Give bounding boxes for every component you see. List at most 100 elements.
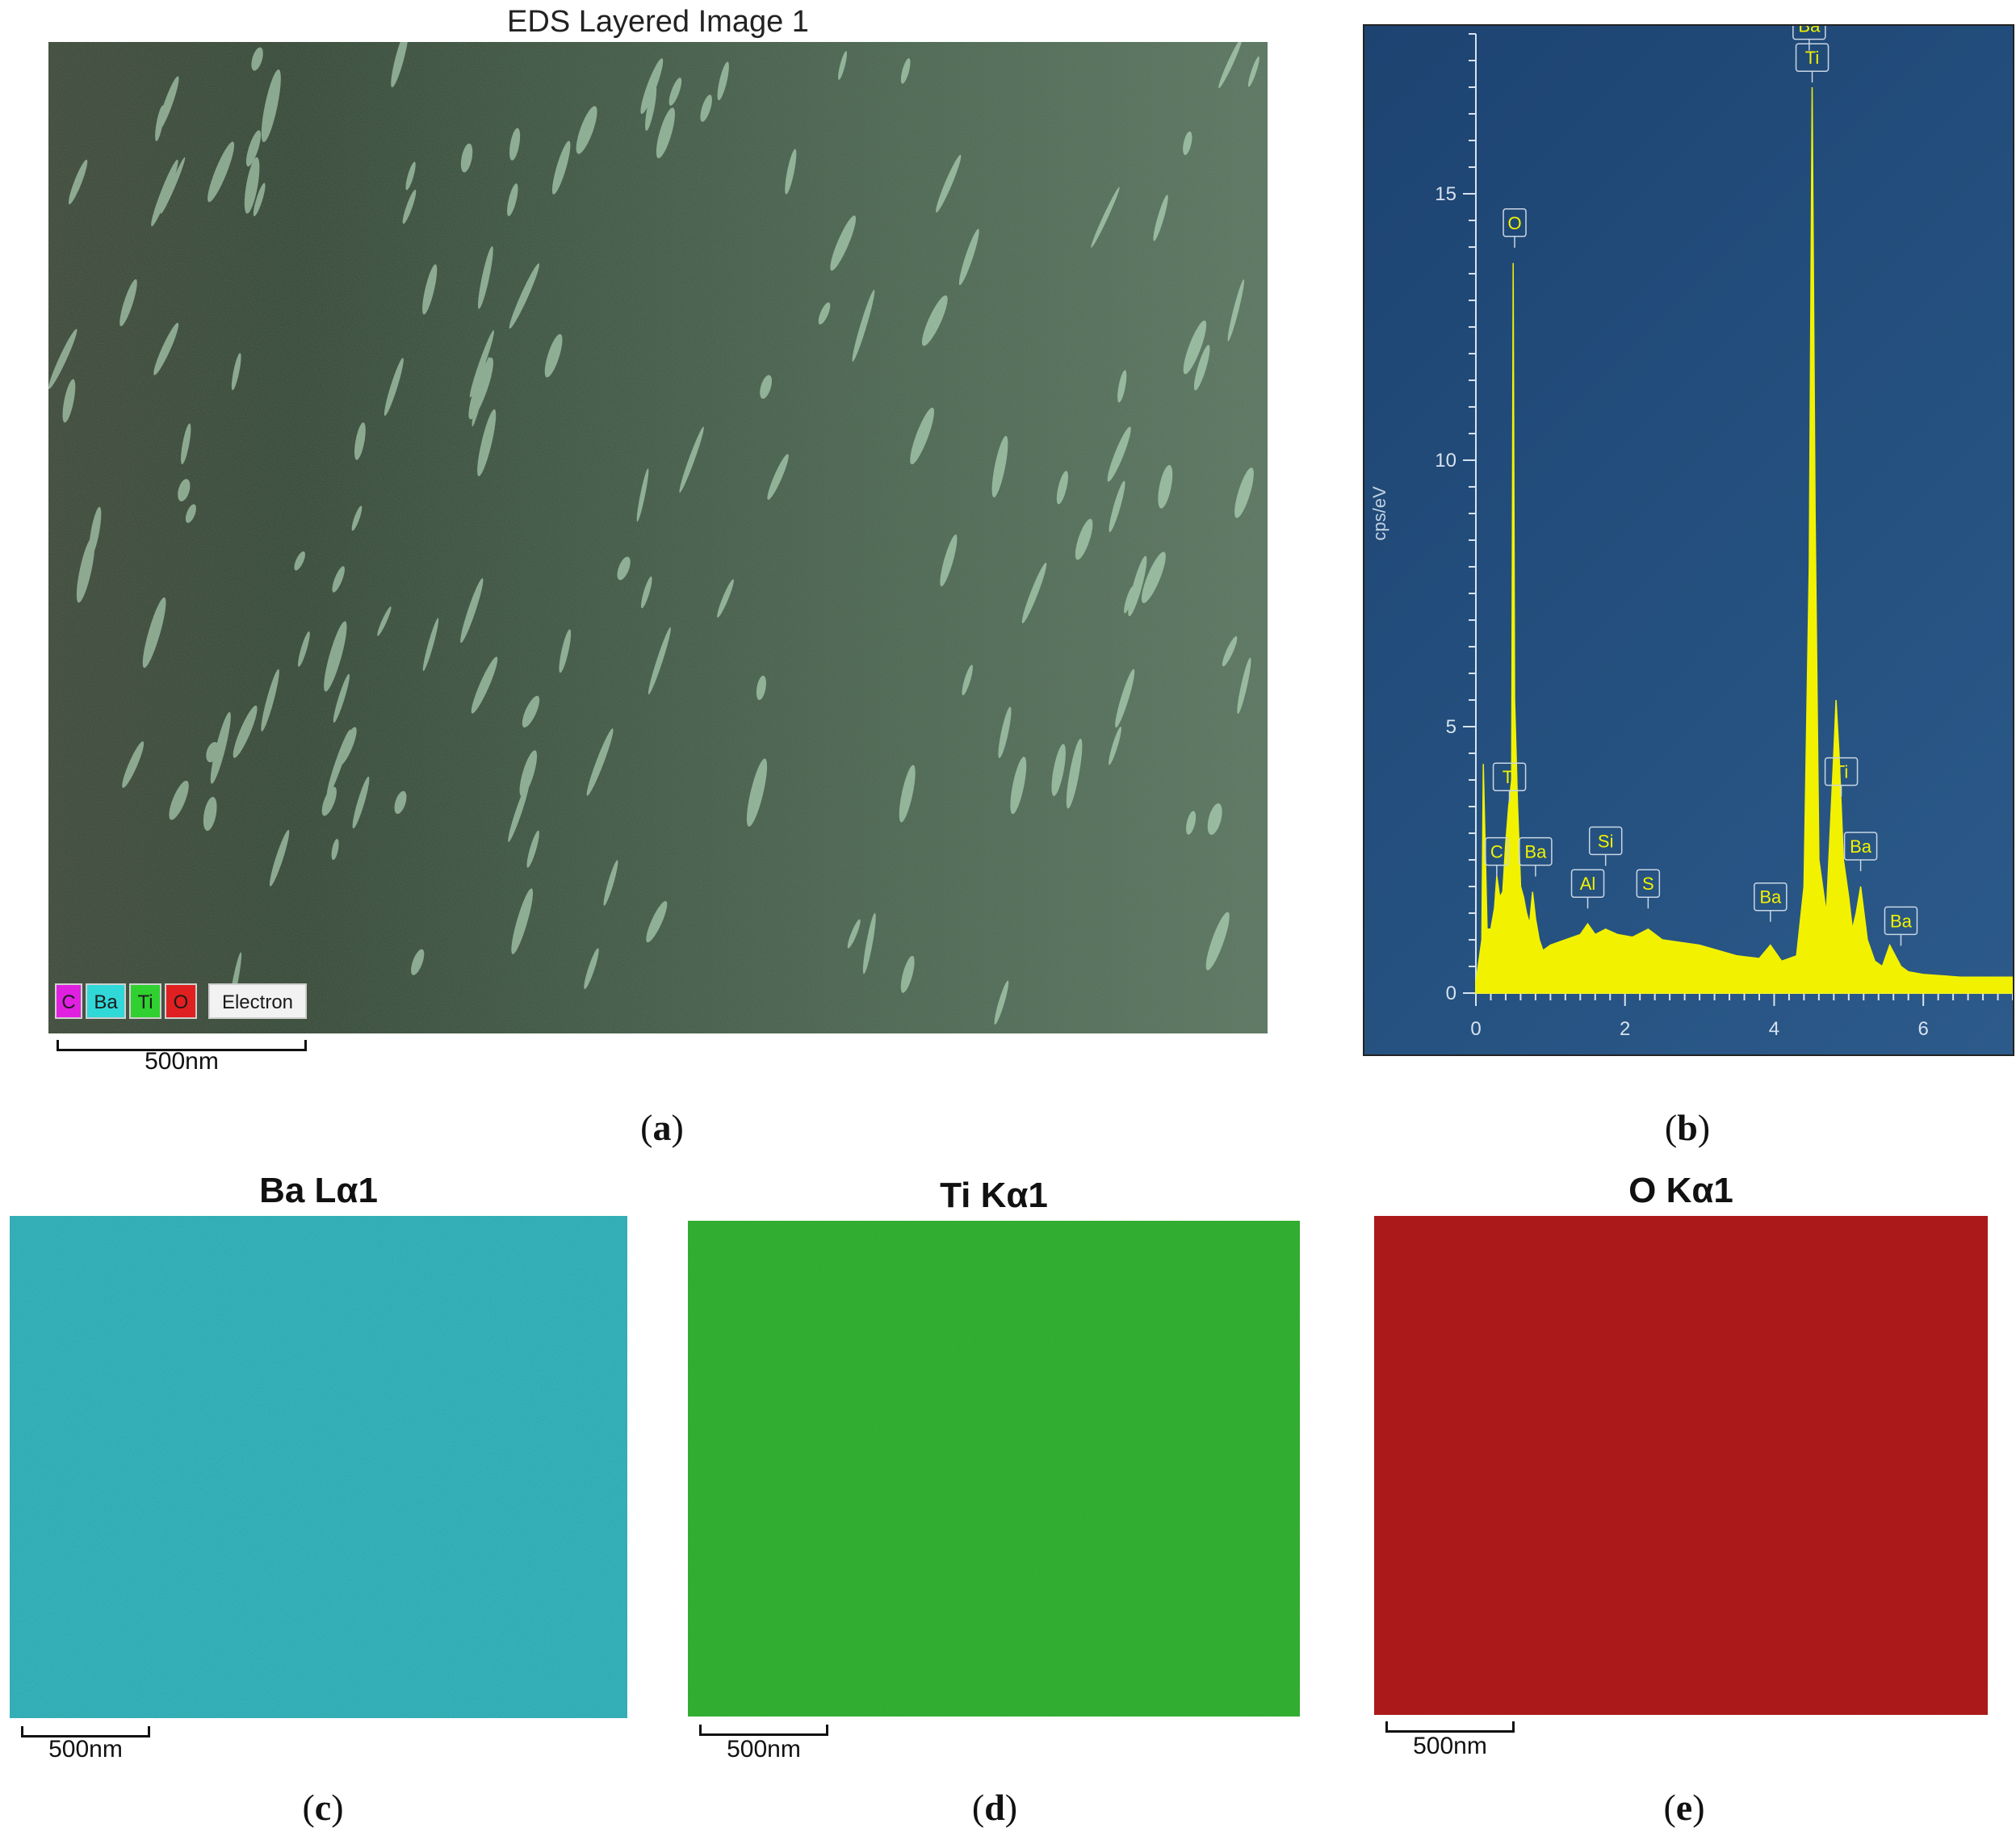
surface-feature bbox=[1207, 803, 1222, 835]
surface-feature bbox=[422, 264, 438, 315]
surface-feature bbox=[244, 157, 260, 214]
surface-feature bbox=[178, 479, 191, 501]
surface-feature bbox=[203, 797, 217, 831]
surface-feature bbox=[402, 189, 417, 224]
surface-feature bbox=[998, 706, 1012, 759]
surface-feature bbox=[669, 78, 682, 106]
peak-label: Ti bbox=[1503, 767, 1517, 787]
surface-feature bbox=[519, 750, 538, 797]
panel-c-scale-label: 500nm bbox=[48, 1736, 123, 1763]
surface-feature bbox=[391, 42, 409, 88]
surface-feature bbox=[153, 322, 179, 375]
peak-label-box bbox=[1843, 832, 1878, 861]
eds-spectrum-panel: 0 5 10 15 0 2 4 6 cps/eV Ba Ti O Ti C Ba Al Si S Ba Ti Ba Ba bbox=[1363, 24, 2014, 1056]
surface-feature bbox=[646, 900, 668, 943]
surface-feature bbox=[991, 435, 1008, 498]
surface-feature bbox=[261, 69, 281, 143]
peak-label: Ba bbox=[1798, 26, 1821, 36]
surface-feature bbox=[717, 579, 734, 618]
legend-chip-ba: Ba bbox=[86, 983, 126, 1019]
surface-feature bbox=[119, 279, 137, 327]
surface-feature bbox=[958, 228, 979, 286]
surface-feature bbox=[526, 830, 539, 868]
peak-label-box bbox=[1588, 826, 1623, 856]
legend-chip-c: C bbox=[55, 983, 82, 1019]
surface-feature bbox=[1109, 726, 1121, 765]
o-map bbox=[1374, 1216, 1988, 1715]
surface-feature bbox=[1218, 42, 1243, 89]
legend-chip-o: O bbox=[165, 983, 197, 1019]
surface-feature bbox=[185, 504, 196, 523]
peak-label: Ti bbox=[1834, 762, 1849, 782]
surface-feature bbox=[910, 407, 934, 465]
surface-feature bbox=[1237, 657, 1251, 715]
x-tick-label: 2 bbox=[1620, 1018, 1630, 1040]
surface-feature bbox=[269, 829, 290, 887]
surface-feature bbox=[1234, 467, 1254, 518]
surface-feature bbox=[1247, 56, 1259, 87]
legend-chip-electron: Electron bbox=[208, 983, 307, 1019]
surface-feature bbox=[818, 302, 831, 325]
surface-feature bbox=[1183, 131, 1192, 155]
peak-label: C bbox=[1490, 842, 1503, 862]
panel-c-title: Ba Lα1 bbox=[259, 1171, 378, 1210]
surface-feature bbox=[756, 675, 766, 700]
peak-label-box bbox=[1636, 869, 1661, 898]
surface-feature bbox=[354, 422, 366, 460]
y-tick-label: 0 bbox=[1446, 983, 1456, 1004]
x-tick-label: 4 bbox=[1769, 1018, 1779, 1040]
surface-feature bbox=[460, 578, 484, 643]
surface-feature bbox=[253, 182, 266, 216]
surface-feature bbox=[862, 912, 876, 975]
panel-d-caption: (d) bbox=[971, 1787, 1018, 1828]
surface-feature bbox=[394, 790, 407, 815]
surface-feature bbox=[617, 556, 631, 581]
surface-feature bbox=[648, 627, 671, 695]
panel-a-scale-label: 500nm bbox=[145, 1048, 219, 1075]
peak-label: Al bbox=[1580, 874, 1596, 894]
surface-feature bbox=[1227, 279, 1245, 342]
panel-d-scale-label: 500nm bbox=[727, 1736, 801, 1763]
panel-c-scale-bar bbox=[21, 1726, 150, 1737]
surface-feature bbox=[785, 149, 797, 195]
surface-feature bbox=[645, 84, 657, 131]
surface-feature bbox=[1205, 912, 1230, 970]
surface-feature bbox=[700, 94, 712, 122]
surface-feature bbox=[1109, 480, 1125, 533]
surface-feature bbox=[245, 130, 262, 167]
surface-feature bbox=[324, 621, 347, 692]
surface-feature bbox=[351, 505, 363, 531]
surface-feature bbox=[142, 597, 166, 669]
surface-feature bbox=[460, 143, 473, 173]
surface-feature bbox=[641, 576, 652, 609]
ti-map-texture bbox=[688, 1221, 1300, 1717]
peak-label-box bbox=[1795, 43, 1829, 72]
surface-feature bbox=[1193, 345, 1210, 391]
surface-feature bbox=[900, 58, 911, 84]
surface-feature bbox=[68, 159, 88, 205]
surface-feature bbox=[155, 105, 165, 141]
surface-feature bbox=[508, 781, 530, 842]
surface-feature bbox=[48, 329, 78, 389]
surface-feature bbox=[767, 454, 789, 501]
ti-map bbox=[688, 1221, 1300, 1717]
surface-feature bbox=[852, 289, 875, 362]
surface-feature bbox=[1141, 551, 1166, 603]
surface-feature bbox=[940, 534, 958, 587]
panel-e-scale-bar bbox=[1385, 1721, 1515, 1733]
panel-a-title: EDS Layered Image 1 bbox=[507, 5, 809, 39]
surface-feature bbox=[559, 629, 572, 673]
peak-label-box bbox=[1503, 208, 1527, 237]
y-tick-label: 10 bbox=[1435, 450, 1456, 472]
surface-feature bbox=[332, 566, 345, 593]
surface-feature bbox=[1091, 187, 1120, 248]
y-axis-label: cps/eV bbox=[1369, 486, 1389, 541]
peak-label-box bbox=[1519, 836, 1553, 866]
surface-feature bbox=[717, 61, 729, 101]
surface-feature bbox=[1128, 555, 1147, 617]
surface-feature bbox=[509, 263, 540, 329]
ba-map-texture bbox=[10, 1216, 627, 1718]
surface-feature bbox=[899, 765, 916, 823]
surface-feature bbox=[210, 711, 231, 784]
surface-feature bbox=[352, 776, 370, 829]
